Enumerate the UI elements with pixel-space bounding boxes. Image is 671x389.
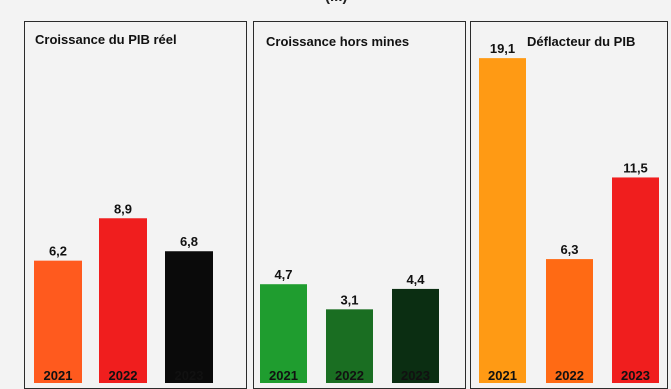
- data-label-2-2021: 4,7: [274, 267, 292, 282]
- x-tick-2-2022: 2022: [335, 368, 364, 383]
- data-label-1-2022: 8,9: [114, 201, 132, 216]
- x-tick-3-2021: 2021: [488, 368, 517, 383]
- bar-1-2021: [34, 260, 82, 383]
- x-tick-3-2023: 2023: [621, 368, 650, 383]
- data-label-3-2023: 11,5: [623, 160, 648, 175]
- data-label-3-2021: 19,1: [490, 41, 515, 56]
- data-label-2-2023: 4,4: [406, 272, 425, 287]
- bar-1-2022: [99, 218, 147, 383]
- bar-2-2021: [260, 284, 307, 383]
- chart-title-3: Déflacteur du PIB: [527, 34, 635, 49]
- x-tick-2-2023: 2023: [401, 368, 430, 383]
- x-tick-2-2021: 2021: [269, 368, 298, 383]
- x-tick-1-2022: 2022: [109, 368, 138, 383]
- chart-title-1: Croissance du PIB réel: [35, 32, 177, 47]
- x-tick-1-2023: 2023: [175, 368, 204, 383]
- data-label-1-2021: 6,2: [49, 244, 67, 259]
- data-label-2-2022: 3,1: [340, 292, 358, 307]
- figure-header-fragment: (...): [325, 0, 348, 5]
- bar-1-2023: [165, 251, 213, 383]
- bar-3-2022: [546, 259, 593, 383]
- x-tick-3-2022: 2022: [555, 368, 584, 383]
- data-label-3-2022: 6,3: [560, 242, 578, 257]
- bar-3-2023: [612, 177, 659, 383]
- bar-2-2022: [326, 309, 373, 383]
- bar-2-2023: [392, 288, 439, 383]
- chart-title-2: Croissance hors mines: [266, 34, 409, 49]
- bar-3-2021: [479, 58, 526, 383]
- data-label-1-2023: 6,8: [180, 234, 198, 249]
- x-tick-1-2021: 2021: [44, 368, 73, 383]
